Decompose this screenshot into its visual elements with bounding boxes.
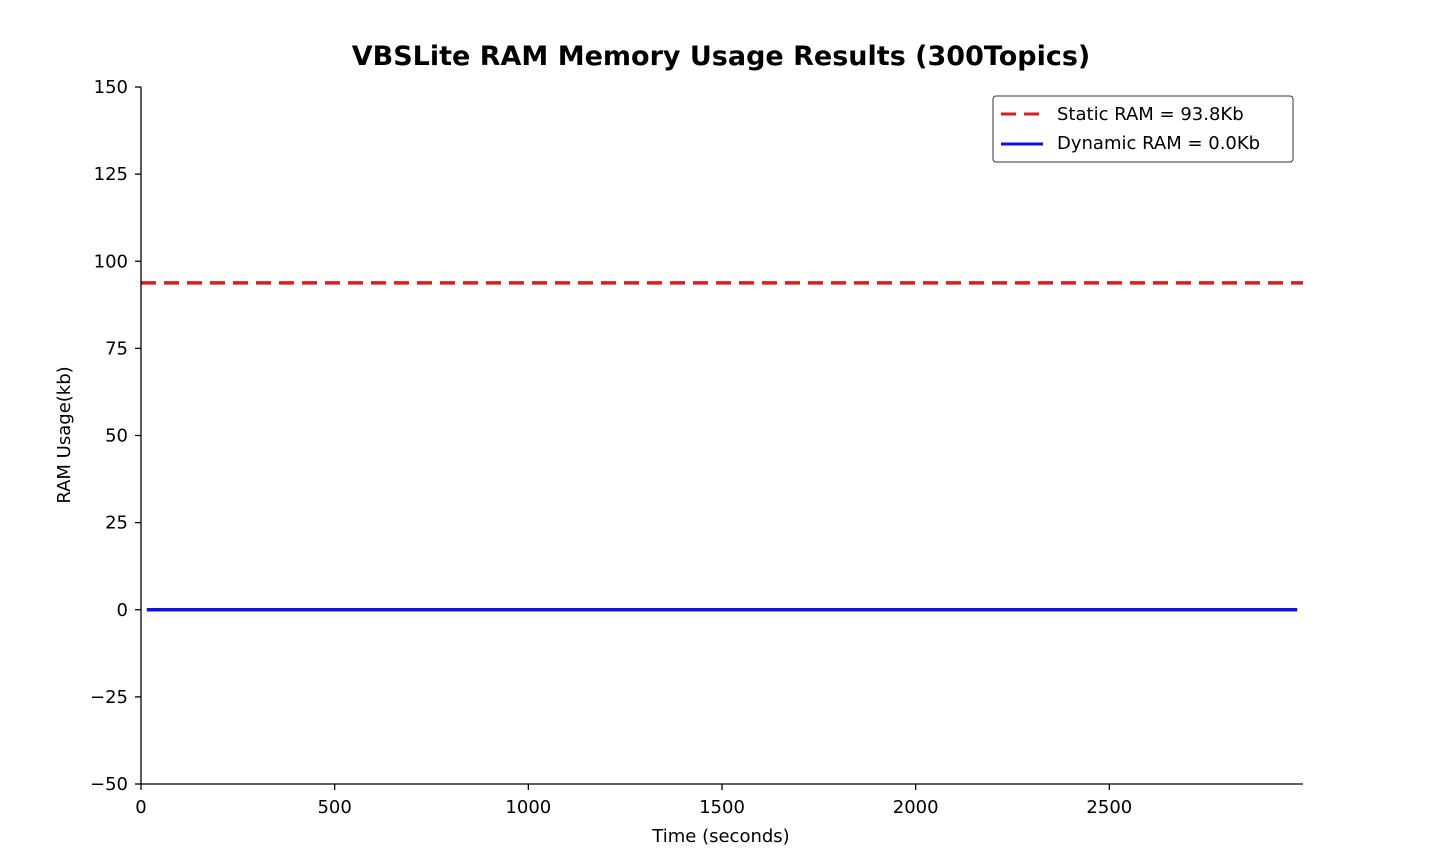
y-axis-label: RAM Usage(kb) — [54, 366, 75, 503]
x-tick-label: 2500 — [1086, 797, 1132, 818]
x-tick-label: 1000 — [505, 797, 551, 818]
legend: Static RAM = 93.8Kb Dynamic RAM = 0.0Kb — [992, 95, 1294, 163]
x-tick-label: 0 — [135, 797, 146, 818]
y-tick-label: 100 — [94, 251, 128, 272]
y-tick-label: −25 — [90, 687, 128, 708]
x-tick-label: 2000 — [893, 797, 939, 818]
legend-box — [992, 95, 1294, 163]
y-tick-label: 150 — [94, 77, 128, 98]
legend-entry-static-ram: Static RAM = 93.8Kb — [1057, 104, 1244, 125]
series-layer — [141, 281, 1303, 612]
x-axis-label: Time (seconds) — [651, 826, 789, 847]
y-tick-label: 0 — [117, 600, 128, 621]
y-ticks: 150 125 100 75 50 25 0 −25 −50 — [90, 77, 141, 795]
y-tick-label: −50 — [90, 774, 128, 795]
x-tick-label: 500 — [317, 797, 351, 818]
y-tick-label: 25 — [105, 513, 128, 534]
x-tick-label: 1500 — [699, 797, 745, 818]
x-ticks: 0 500 1000 1500 2000 2500 — [135, 784, 1132, 818]
y-tick-label: 50 — [105, 426, 128, 447]
y-tick-label: 75 — [105, 338, 128, 359]
chart-title: VBSLite RAM Memory Usage Results (300Top… — [352, 41, 1091, 72]
plot-area: 150 125 100 75 50 25 0 −25 −50 0 500 1000 1500 2000 2… — [90, 77, 1303, 818]
legend-entry-dynamic-ram: Dynamic RAM = 0.0Kb — [1057, 133, 1260, 154]
y-tick-label: 125 — [94, 164, 128, 185]
